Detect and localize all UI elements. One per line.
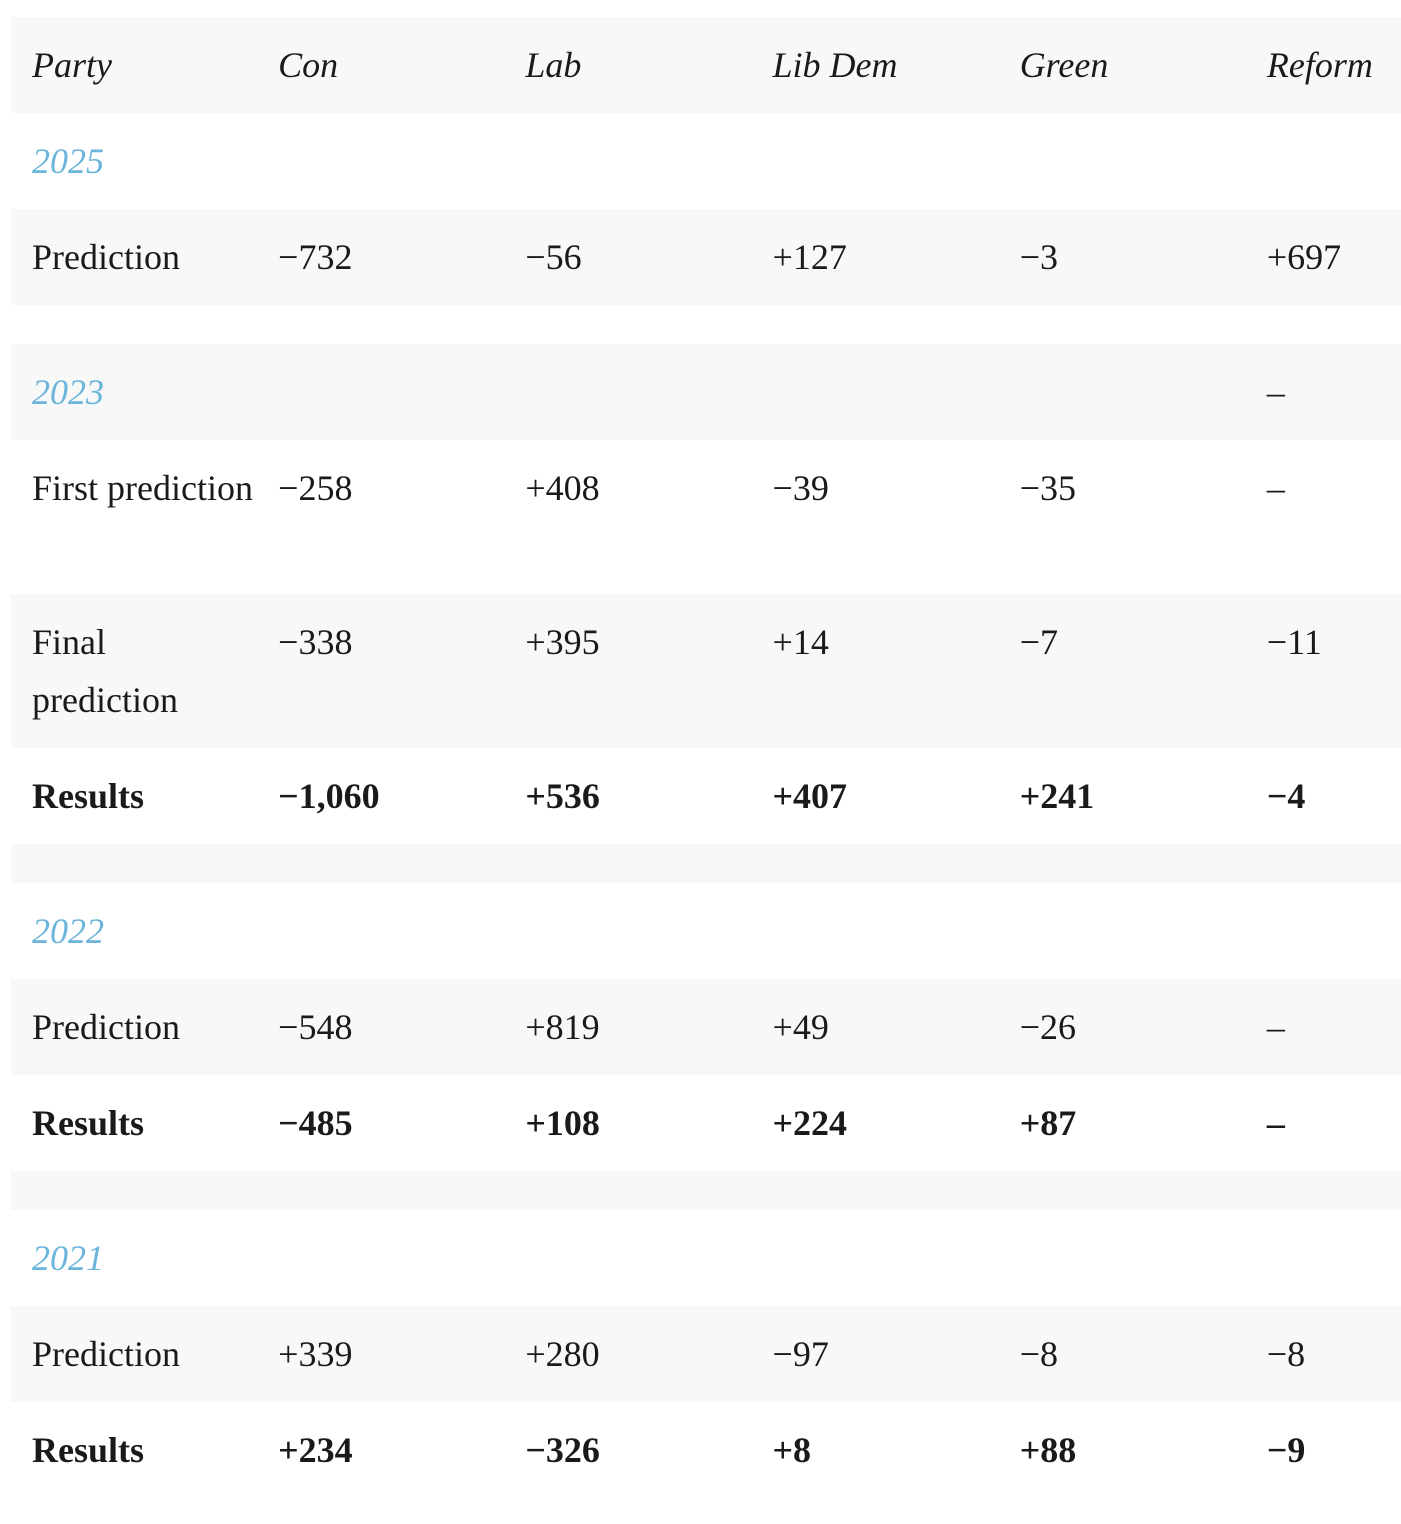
table-row: Results +234 −326 +8 +88 −9 [11,1402,1401,1498]
table-cell: +8 [772,1430,812,1470]
table-row: Results −485 +108 +224 +87 – [11,1075,1401,1171]
table-row: Final prediction −338 +395 +14 −7 −11 [11,594,1401,748]
row-label: Results [32,1430,145,1470]
table-cell [1246,883,1401,979]
column-header-lib-dem: Lib Dem [751,17,999,113]
table-cell: – [1266,468,1285,508]
row-label: Final prediction [11,594,258,748]
table-cell: +87 [1019,1103,1077,1143]
table-cell: – [1245,344,1401,440]
table-cell: −9 [1266,1430,1306,1470]
table-cell: −326 [525,1430,600,1470]
table-cell: −485 [278,1103,353,1143]
table-cell: – [1266,1103,1285,1143]
year-row-2021: 2021 [11,1210,1401,1306]
table-cell: – [1245,979,1401,1075]
table-cell: −11 [1245,594,1401,748]
row-label: First prediction [32,468,253,508]
table-cell: +241 [1019,776,1095,816]
row-label: Results [32,776,145,816]
table-cell: +280 [504,1306,752,1402]
table-cell: −258 [278,468,353,508]
table-cell: −35 [1019,468,1076,508]
table-cell: +14 [751,594,999,748]
table-cell [1246,1210,1401,1306]
column-header-con: Con [257,17,505,113]
year-label: 2025 [32,141,104,181]
table-cell: +49 [751,979,999,1075]
table-cell: +108 [525,1103,600,1143]
table-cell: −8 [998,1306,1246,1402]
table-cell [1246,113,1401,209]
row-label: Prediction [11,209,258,305]
table-row: Prediction +339 +280 −97 −8 −8 [11,1306,1401,1402]
table-cell: +819 [504,979,752,1075]
column-header-party: Party [11,17,258,113]
year-row-2022: 2022 [11,883,1401,979]
year-label: 2023 [11,344,258,440]
year-label: 2022 [32,911,104,951]
table-cell: −3 [998,209,1246,305]
column-header-lab: Lab [504,17,752,113]
table-cell: −548 [257,979,505,1075]
table-cell: −39 [772,468,829,508]
year-row-2023: 2023 – [11,344,1401,440]
year-label: 2021 [32,1238,104,1278]
section-spacer [11,305,1401,344]
results-table-container: Party Con Lab Lib Dem Green Reform 2025 … [11,17,1401,1498]
table-cell: −7 [998,594,1246,748]
table-cell: +234 [278,1430,353,1470]
table-cell: −338 [257,594,505,748]
table-cell: +224 [772,1103,848,1143]
table-cell: +127 [751,209,999,305]
table-cell: −26 [998,979,1246,1075]
table-cell: +408 [525,468,600,508]
table-cell: −8 [1245,1306,1401,1402]
row-label: Prediction [11,979,258,1075]
header-row: Party Con Lab Lib Dem Green Reform [11,17,1401,113]
row-label: Results [32,1103,145,1143]
column-header-green: Green [998,17,1246,113]
table-cell: −732 [257,209,505,305]
section-spacer [11,1171,1401,1210]
table-cell: −4 [1266,776,1306,816]
table-cell: +395 [504,594,752,748]
table-cell: +697 [1245,209,1401,305]
results-table: Party Con Lab Lib Dem Green Reform 2025 … [11,17,1401,1498]
table-cell: +536 [525,776,600,816]
year-row-2025: 2025 [11,113,1401,209]
row-label: Prediction [11,1306,258,1402]
table-cell: −1,060 [278,776,380,816]
table-cell: +407 [772,776,848,816]
table-row: First prediction −258 +408 −39 −35 – [11,440,1401,594]
table-cell: +88 [1019,1430,1077,1470]
table-row: Prediction −548 +819 +49 −26 – [11,979,1401,1075]
table-cell: +339 [257,1306,505,1402]
table-cell: −56 [504,209,752,305]
table-cell: −97 [751,1306,999,1402]
column-header-reform: Reform [1245,17,1401,113]
table-row: Results −1,060 +536 +407 +241 −4 [11,748,1401,844]
table-row: Prediction −732 −56 +127 −3 +697 [11,209,1401,305]
section-spacer [11,844,1401,883]
